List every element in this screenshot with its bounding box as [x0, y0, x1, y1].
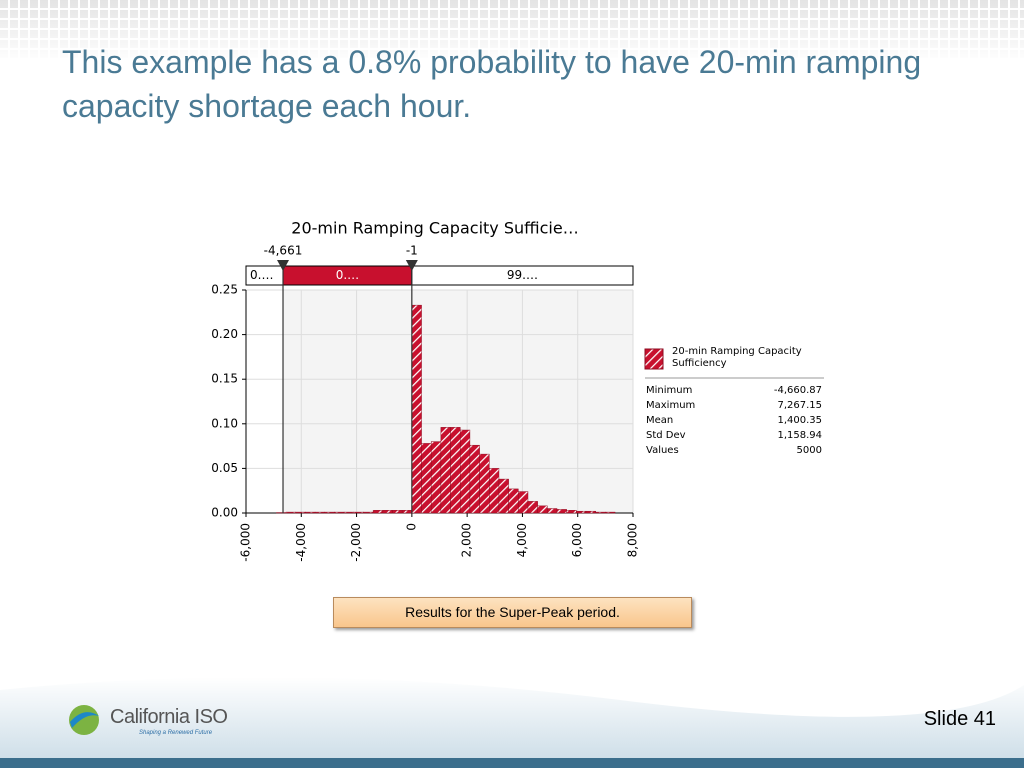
bar: [518, 491, 529, 514]
bar: [411, 304, 422, 514]
bar: [459, 429, 471, 514]
y-tick-label: 0.10: [211, 416, 238, 430]
footer-wave: [0, 677, 1024, 768]
stat-name: Maximum: [646, 400, 696, 411]
x-tick-label: 0: [404, 523, 418, 531]
x-tick-label: 2,000: [460, 523, 474, 557]
stat-value: -4,660.87: [773, 385, 822, 396]
bar: [556, 509, 567, 514]
stat-value: 1,158.94: [777, 430, 822, 441]
stats-row: Mean 1,400.35: [644, 413, 824, 428]
x-tick-label: -2,000: [349, 523, 363, 562]
marker-handle: [277, 260, 290, 271]
band-label: 0.…: [250, 268, 273, 282]
stats-row: Maximum 7,267.15: [644, 398, 824, 413]
x-tick-label: 8,000: [626, 523, 640, 557]
logo-text: California ISO: [110, 706, 228, 728]
stat-value: 5000: [796, 445, 822, 456]
marker-handle: [405, 260, 418, 271]
slide-number: Slide 41: [923, 708, 996, 730]
bar: [566, 510, 577, 514]
stat-name: Std Dev: [646, 430, 686, 441]
bar: [372, 510, 384, 514]
slide-title: This example has a 0.8% probability to h…: [62, 44, 922, 124]
chart-title: 20-min Ramping Capacity Sufficie…: [291, 219, 578, 238]
bar: [440, 427, 451, 514]
x-tick-label: 4,000: [515, 523, 529, 557]
bar: [537, 505, 548, 514]
bar: [343, 511, 355, 514]
y-tick-label: 0.05: [211, 461, 238, 475]
stat-value: 7,267.15: [777, 400, 822, 411]
bar: [324, 511, 335, 514]
bar: [527, 501, 538, 514]
bar: [421, 443, 432, 514]
x-tick-label: 6,000: [570, 523, 584, 557]
bar: [479, 453, 490, 514]
bar: [576, 510, 587, 514]
band-label: 0.…: [336, 268, 359, 282]
footer-bar: [0, 758, 1024, 768]
bar: [595, 511, 606, 514]
logo-swoosh: [70, 712, 99, 728]
y-tick-label: 0.00: [211, 506, 238, 520]
stat-value: 1,400.35: [777, 415, 822, 426]
bar: [305, 511, 316, 514]
bar: [430, 441, 442, 514]
bar: [363, 511, 374, 514]
caption: Results for the Super-Peak period.: [333, 597, 692, 628]
bar: [489, 468, 500, 514]
bar: [295, 511, 306, 514]
bar: [285, 511, 297, 514]
bar: [585, 510, 596, 514]
bar: [314, 511, 326, 514]
header-fade: [0, 0, 1024, 62]
marker-label: -1: [406, 244, 418, 258]
stat-name: Values: [646, 445, 679, 456]
stats-row: Values 5000: [644, 443, 824, 458]
band-label: 99.…: [507, 268, 538, 282]
bar: [508, 488, 519, 514]
legend-label: 20-min Ramping Capacity Sufficiency: [672, 346, 802, 369]
y-tick-label: 0.15: [211, 372, 238, 386]
logo-tagline: Shaping a Renewed Future: [139, 730, 213, 736]
stat-name: Mean: [646, 415, 674, 426]
marker-label: -4,661: [264, 244, 303, 258]
x-tick-label: -6,000: [239, 523, 253, 562]
stats-row: Std Dev 1,158.94: [644, 428, 824, 443]
bar: [392, 510, 403, 514]
bar: [401, 510, 413, 514]
bar: [353, 511, 364, 514]
bar: [450, 427, 461, 514]
bar: [547, 508, 558, 514]
x-tick-label: -4,000: [294, 523, 308, 562]
stats-row: Minimum -4,660.87: [644, 383, 824, 398]
bar: [334, 511, 345, 514]
bar: [605, 511, 616, 514]
y-tick-label: 0.20: [211, 327, 238, 341]
bar: [382, 510, 393, 514]
y-tick-label: 0.25: [211, 283, 238, 297]
legend-swatch: [644, 348, 664, 370]
logo-mark: [69, 705, 99, 735]
bar: [469, 444, 480, 514]
stat-name: Minimum: [646, 385, 693, 396]
stats-table: Minimum -4,660.87 Maximum 7,267.15 Mean 1,400…: [644, 383, 824, 458]
bar: [498, 478, 509, 514]
